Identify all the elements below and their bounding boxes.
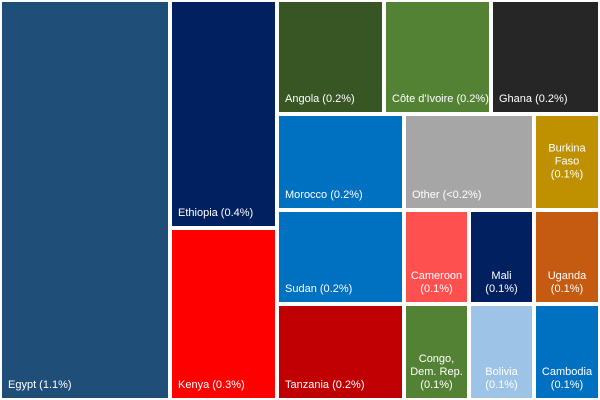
tile-other: Other (<0.2%): [404, 114, 534, 210]
tile-label-sudan: Sudan (0.2%): [285, 283, 353, 295]
tile-label-tanzania: Tanzania (0.2%): [285, 379, 365, 391]
tile-burkina-faso: Burkina Faso (0.1%): [534, 114, 600, 210]
tile-cameroon: Cameroon (0.1%): [404, 210, 469, 304]
tile-label-c-te-d-ivoire: Côte d'Ivoire (0.2%): [392, 93, 489, 105]
tile-label-burkina-faso: Burkina Faso (0.1%): [548, 142, 586, 181]
tile-c-te-d-ivoire: Côte d'Ivoire (0.2%): [384, 0, 491, 114]
tile-label-ghana: Ghana (0.2%): [499, 93, 568, 105]
tile-mali: Mali (0.1%): [469, 210, 534, 304]
tile-sudan: Sudan (0.2%): [277, 210, 404, 304]
tile-egypt: Egypt (1.1%): [0, 0, 170, 400]
tile-ghana: Ghana (0.2%): [491, 0, 600, 114]
tile-kenya: Kenya (0.3%): [170, 228, 277, 400]
tile-label-other: Other (<0.2%): [412, 189, 482, 201]
tile-cambodia: Cambodia (0.1%): [534, 304, 600, 400]
tile-label-uganda: Uganda (0.1%): [547, 270, 587, 295]
tile-uganda: Uganda (0.1%): [534, 210, 600, 304]
tile-tanzania: Tanzania (0.2%): [277, 304, 404, 400]
tile-label-mali: Mali (0.1%): [485, 270, 518, 295]
tile-label-bolivia: Bolivia (0.1%): [485, 366, 518, 391]
tile-label-morocco: Morocco (0.2%): [285, 189, 363, 201]
tile-label-congo-dem-rep: Congo, Dem. Rep. (0.1%): [410, 353, 463, 391]
tile-ethiopia: Ethiopia (0.4%): [170, 0, 277, 228]
tile-label-cambodia: Cambodia (0.1%): [541, 366, 593, 391]
tile-label-egypt: Egypt (1.1%): [8, 379, 72, 391]
tile-angola: Angola (0.2%): [277, 0, 384, 114]
tile-bolivia: Bolivia (0.1%): [469, 304, 534, 400]
tile-label-kenya: Kenya (0.3%): [178, 379, 245, 391]
tile-label-cameroon: Cameroon (0.1%): [410, 270, 463, 295]
tile-label-ethiopia: Ethiopia (0.4%): [178, 207, 254, 219]
tile-morocco: Morocco (0.2%): [277, 114, 404, 210]
tile-label-angola: Angola (0.2%): [285, 93, 355, 105]
tile-congo-dem-rep: Congo, Dem. Rep. (0.1%): [404, 304, 469, 400]
